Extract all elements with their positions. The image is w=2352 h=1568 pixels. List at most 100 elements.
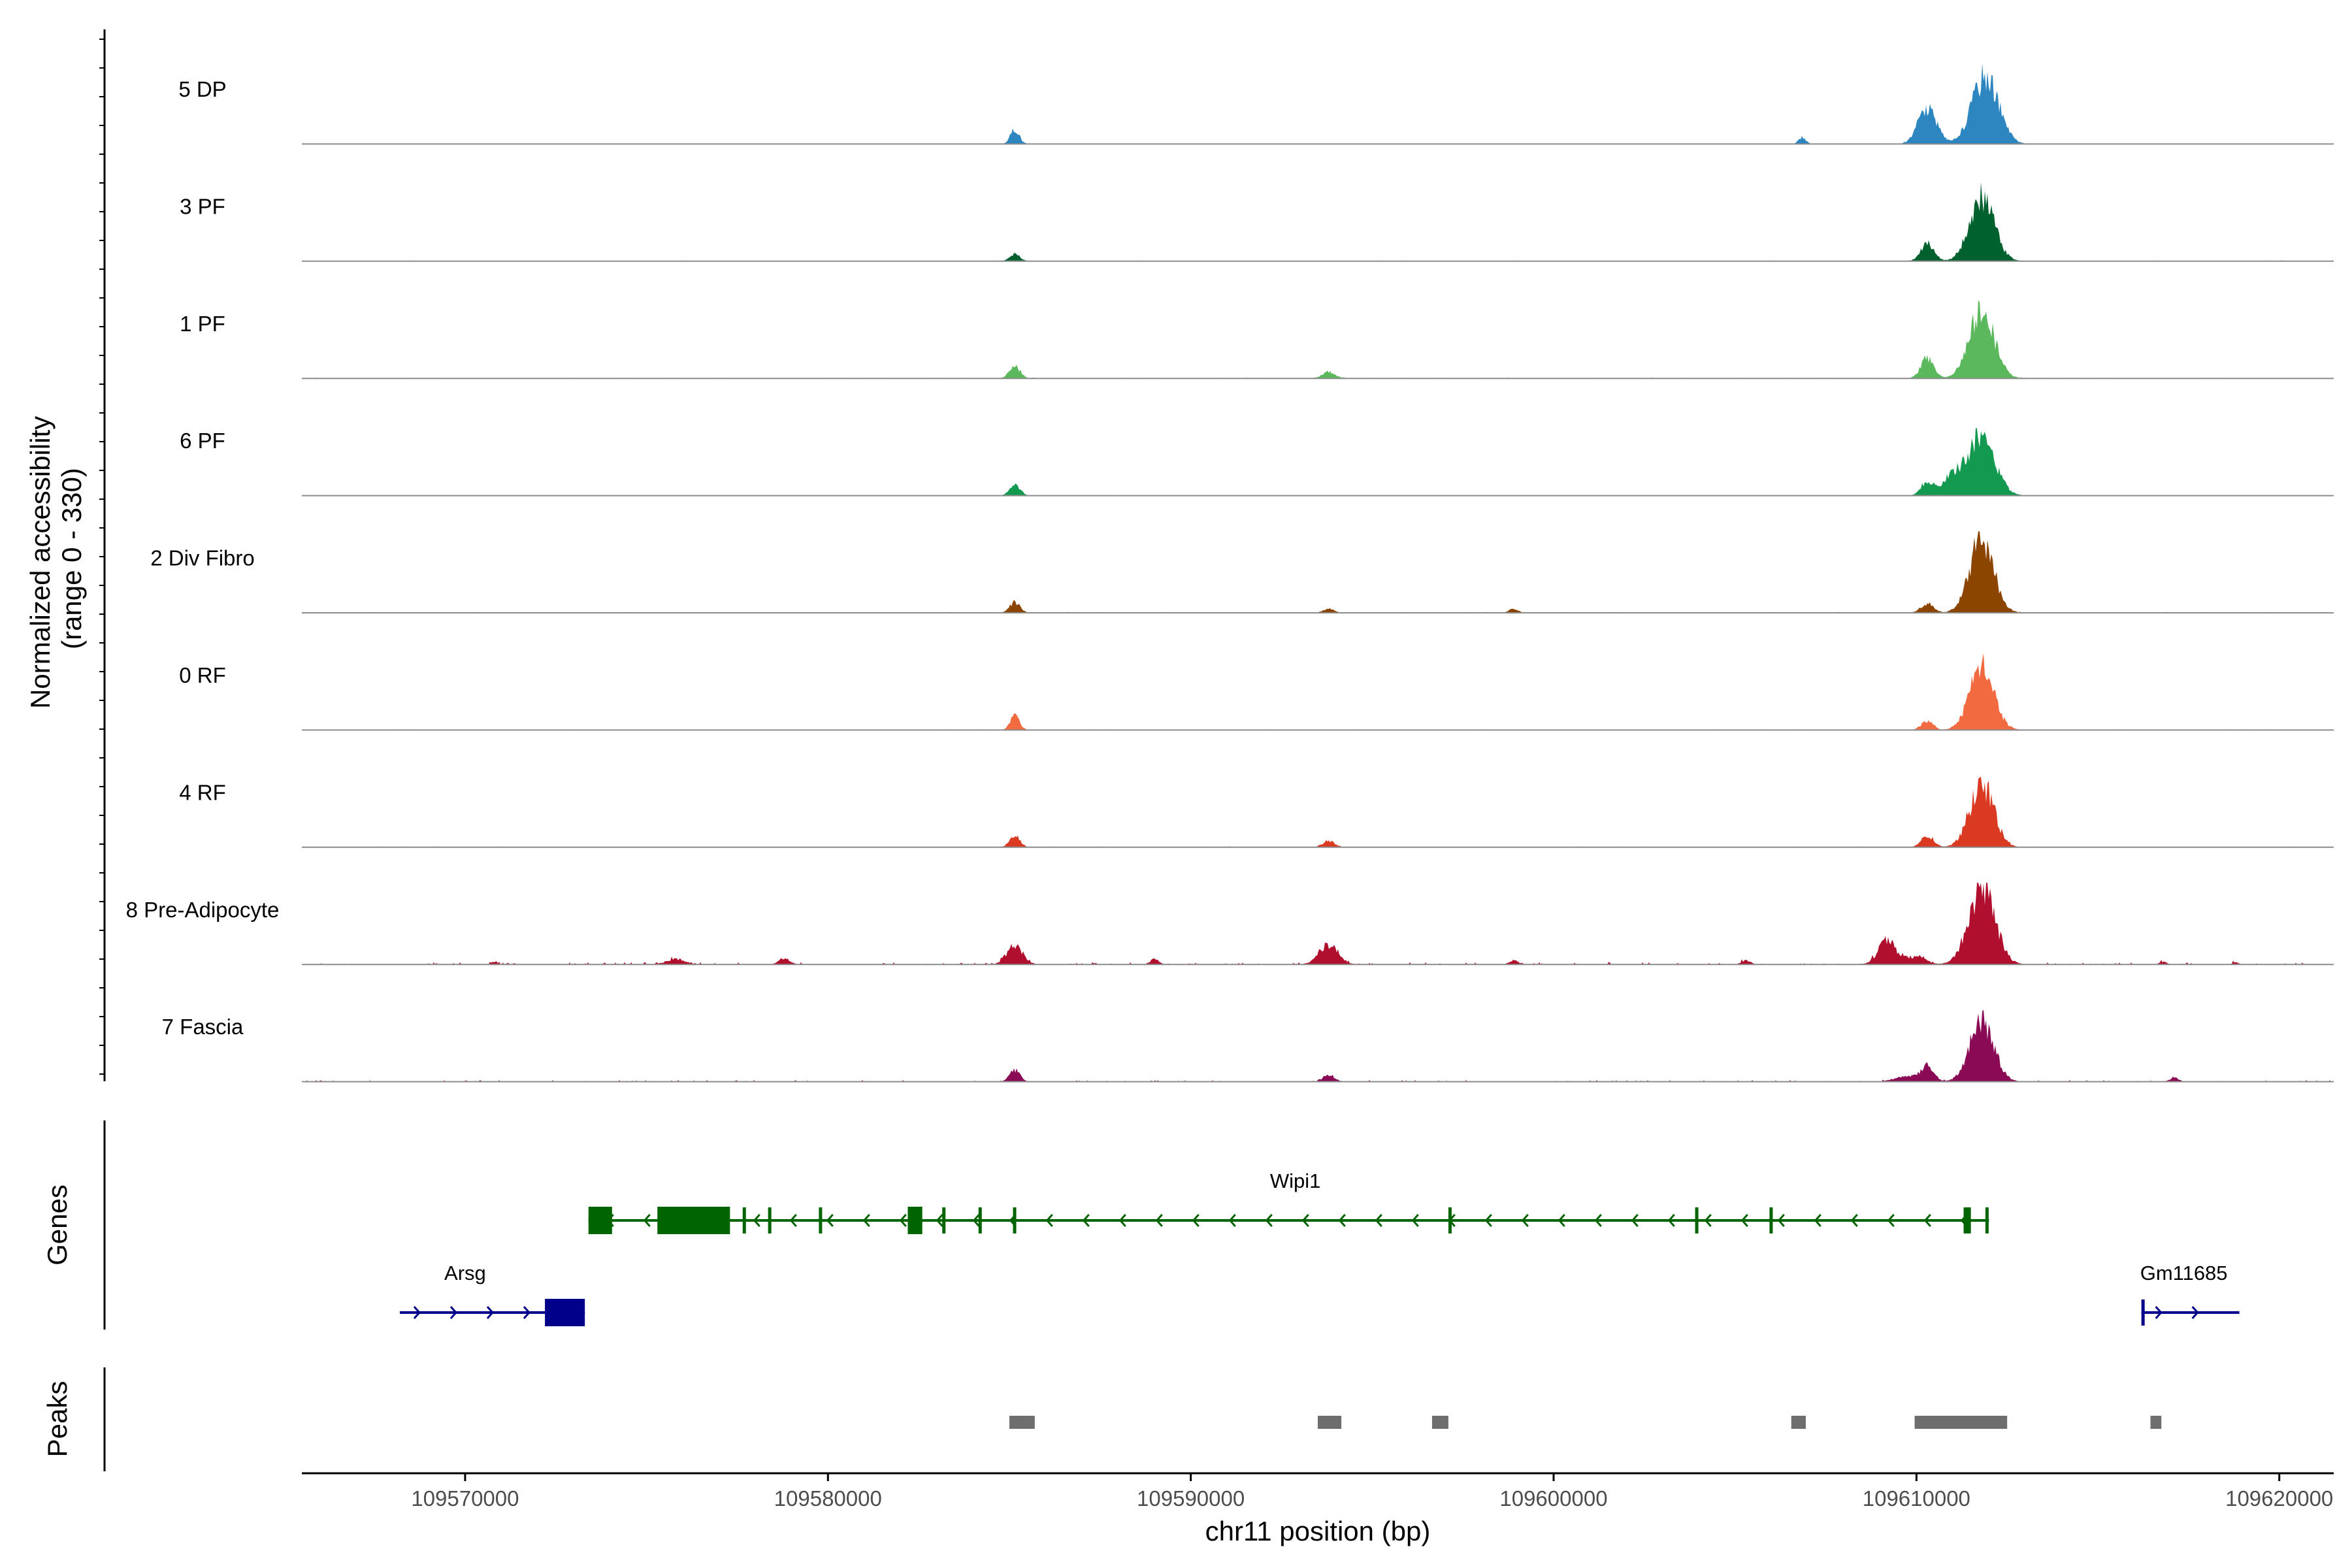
gene-models: Wipi1 Arsg Gm11685 [399,1169,2240,1326]
track-label: 8 Pre-Adipocyte [126,898,280,922]
peaks-panel-label: Peaks [42,1381,73,1458]
gene-exon [545,1299,585,1326]
strand-arrow [1850,1214,1858,1227]
track-label: 3 PF [180,194,225,218]
strand-arrow [643,1214,651,1227]
gene-gm11685: Gm11685 [2140,1262,2240,1326]
track-label: 4 RF [179,780,226,804]
strand-arrow [1704,1214,1712,1227]
gene-exon [2141,1299,2145,1326]
gene-arsg: Arsg [399,1262,585,1326]
gene-exon [907,1207,923,1234]
strand-arrow [1265,1214,1273,1227]
coverage-panel: Normalized accessibility (range 0 - 330)… [25,29,2334,1083]
strand-arrow [1411,1214,1419,1227]
track-label: 0 RF [179,663,226,687]
x-axis-label: chr11 position (bp) [1205,1516,1431,1546]
track-9: 7 Fascia [162,1009,2334,1083]
gene-exon [742,1207,746,1233]
strand-arrow [1521,1214,1529,1227]
x-tick-label: 109590000 [1137,1486,1245,1511]
track-6: 0 RF [179,653,2334,731]
genes-panel-label: Genes [42,1184,73,1266]
x-axis: 109570000 109580000 109590000 109600000 1096… [302,1472,2334,1546]
gene-exon [1695,1207,1699,1233]
gene-exon [1963,1207,1971,1233]
strand-arrow [2191,1306,2199,1319]
strand-arrow [826,1214,834,1227]
peak-bar [2150,1416,2162,1429]
strand-arrow [936,1214,943,1227]
coverage-tracks: 5 DP 3 PF 1 PF 6 PF 2 Div Fibro 0 RF 4 RF 8 Pre… [126,63,2334,1083]
strand-arrow [1594,1214,1602,1227]
gene-exon [768,1207,772,1233]
strand-arrow [1814,1214,1821,1227]
strand-arrow [789,1214,797,1227]
strand-arrow [753,1214,760,1227]
track-8: 8 Pre-Adipocyte [126,883,2334,966]
strand-arrow [449,1306,457,1319]
track-label: 2 Div Fibro [150,546,255,570]
gene-label: Wipi1 [1270,1169,1321,1192]
track-3: 1 PF [180,300,2334,380]
gene-exon [657,1207,730,1234]
strand-arrow [523,1306,531,1319]
gene-exon [1013,1207,1017,1233]
gene-exon [588,1207,612,1234]
strand-arrow [1045,1214,1053,1227]
strand-arrow [972,1214,980,1227]
strand-arrow [1119,1214,1126,1227]
genes-panel: Genes Wipi1 Arsg Gm11685 [42,1120,2240,1330]
gene-exon [1769,1207,1773,1233]
peak-bar [1791,1416,1806,1429]
strand-arrow [1777,1214,1785,1227]
peak-bar [1009,1416,1035,1429]
x-axis-ticks: 109570000 109580000 109590000 109600000 1096… [411,1473,2333,1511]
strand-arrow [1338,1214,1346,1227]
track-2: 3 PF [180,182,2334,262]
track-1: 5 DP [178,63,2334,145]
gene-exon [819,1207,823,1233]
strand-arrow [413,1306,421,1319]
strand-arrow [1155,1214,1163,1227]
gene-exon [978,1207,982,1233]
track-7: 4 RF [179,776,2334,848]
x-tick-label: 109580000 [774,1486,882,1511]
track-label: 6 PF [180,429,225,453]
track-label: 5 DP [178,77,226,101]
strand-arrow [1923,1214,1931,1227]
peak-bar [1318,1416,1342,1429]
gene-exon [1448,1207,1452,1233]
x-tick-label: 109570000 [411,1486,519,1511]
coverage-y-ticks [99,39,105,1075]
coverage-y-axis-label-line2: (range 0 - 330) [56,468,87,649]
x-tick-label: 109610000 [1863,1486,1970,1511]
x-tick-label: 109600000 [1499,1486,1607,1511]
strand-arrow [1082,1214,1090,1227]
gene-label: Gm11685 [2140,1262,2228,1284]
gene-exon [942,1207,946,1233]
strand-arrow [899,1214,907,1227]
strand-arrow [1192,1214,1200,1227]
strand-arrow [1375,1214,1382,1227]
strand-arrow [1740,1214,1748,1227]
x-tick-label: 109620000 [2225,1486,2333,1511]
peak-regions [1009,1416,2162,1429]
strand-arrow [486,1306,494,1319]
track-4: 6 PF [180,427,2334,497]
peak-bar [1431,1416,1448,1429]
strand-arrow [2155,1306,2163,1319]
strand-arrow [1484,1214,1492,1227]
gene-wipi1: Wipi1 [588,1169,1989,1234]
track-label: 1 PF [180,312,225,336]
strand-arrow [1228,1214,1236,1227]
peak-bar [1914,1416,2008,1429]
strand-arrow [862,1214,870,1227]
gene-exon [1985,1207,1989,1233]
track-5: 2 Div Fibro [150,531,2334,613]
strand-arrow [1558,1214,1565,1227]
strand-arrow [1301,1214,1309,1227]
strand-arrow [1631,1214,1639,1227]
strand-arrow [1887,1214,1895,1227]
